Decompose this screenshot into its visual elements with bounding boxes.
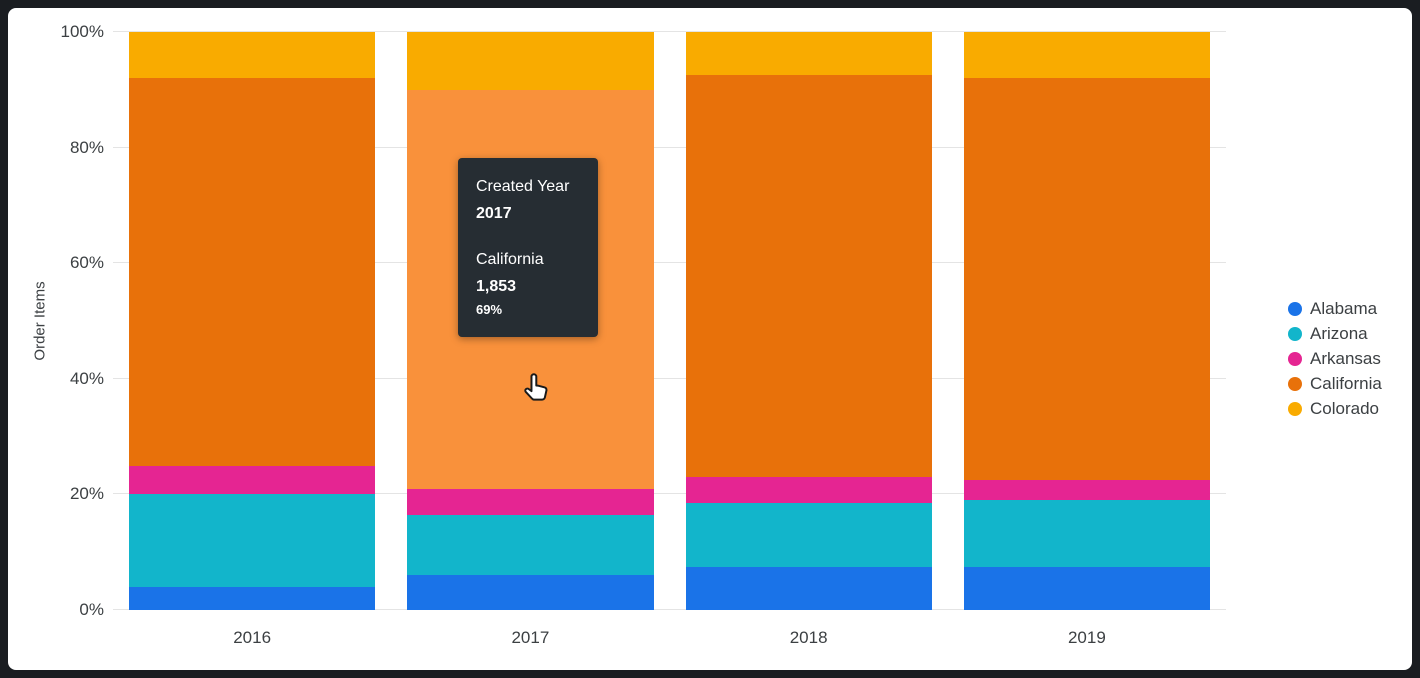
legend-item-california[interactable]: California (1288, 371, 1382, 396)
legend-swatch-icon (1288, 376, 1302, 391)
bar-segment-2019-arizona[interactable] (963, 500, 1210, 567)
y-tick-label: 20% (69, 484, 104, 504)
gridline (113, 146, 1226, 148)
legend-swatch-icon (1288, 301, 1302, 316)
tooltip: Created Year 2017 California 1,853 69% (458, 158, 598, 337)
legend-item-colorado[interactable]: Colorado (1288, 396, 1382, 421)
legend-label: California (1310, 373, 1382, 393)
bar-segment-2019-arkansas[interactable] (963, 479, 1210, 501)
bar-segment-2016-colorado[interactable] (129, 32, 376, 79)
legend-swatch-icon (1288, 401, 1302, 416)
chart-card: Order Items 0% 20% 40% 60% 80% 100% 2016 2017 2… (8, 8, 1412, 670)
gridlines (113, 31, 1226, 610)
legend-item-arkansas[interactable]: Arkansas (1288, 346, 1382, 371)
gridline (113, 262, 1226, 264)
bar-segment-2019-california[interactable] (963, 78, 1210, 480)
legend-label: Arizona (1310, 323, 1368, 343)
gridline (113, 377, 1226, 379)
bar-2016[interactable] (129, 32, 376, 610)
tooltip-dimension-value: 2017 (476, 205, 512, 222)
x-axis-label-2019: 2019 (1067, 628, 1106, 647)
bar-segment-2016-arizona[interactable] (129, 494, 376, 587)
y-axis: 0% 20% 40% 60% 80% 100% (8, 22, 104, 619)
bar-segment-2019-colorado[interactable] (963, 32, 1210, 79)
y-tick-label: 0% (79, 600, 104, 619)
legend-swatch-icon (1288, 326, 1302, 341)
plot-area (113, 31, 1226, 610)
tooltip-percent: 69% (476, 302, 503, 317)
gridline (113, 31, 1226, 32)
tooltip-dimension-label: Created Year (476, 178, 570, 195)
legend-swatch-icon (1288, 351, 1302, 366)
bar-2018[interactable] (685, 32, 932, 610)
legend-item-arizona[interactable]: Arizona (1288, 321, 1382, 346)
bar-segment-2017-arizona[interactable] (407, 514, 654, 576)
bar-segment-2019-alabama[interactable] (963, 566, 1210, 610)
legend-label: Alabama (1310, 298, 1378, 318)
cursor-pointer-icon (520, 370, 554, 408)
legend: Alabama Arizona Arkansas California Colorado (1288, 296, 1382, 421)
bars-container (113, 32, 1226, 610)
bar-segment-2018-colorado[interactable] (685, 32, 932, 76)
legend-item-alabama[interactable]: Alabama (1288, 296, 1382, 321)
x-axis-label-2018: 2018 (789, 628, 828, 647)
gridline (113, 493, 1226, 495)
legend-label: Colorado (1310, 398, 1379, 418)
x-axis: 2016 2017 2018 2019 (113, 628, 1226, 648)
y-tick-label: 80% (69, 137, 104, 157)
tooltip-spacer (476, 223, 580, 251)
bar-segment-2018-arizona[interactable] (685, 503, 932, 567)
tooltip-value: 1,853 (476, 278, 517, 295)
bar-2019[interactable] (963, 32, 1210, 610)
bar-segment-2017-alabama[interactable] (407, 575, 654, 610)
y-tick-label: 100% (60, 22, 104, 41)
x-axis-label-2017: 2017 (511, 628, 550, 647)
bar-segment-2016-arkansas[interactable] (129, 465, 376, 495)
bar-segment-2017-arkansas[interactable] (407, 488, 654, 515)
y-tick-label: 40% (69, 368, 104, 388)
legend-label: Arkansas (1310, 348, 1381, 368)
bar-segment-2016-california[interactable] (129, 78, 376, 466)
tooltip-series-label: California (476, 251, 544, 268)
bar-segment-2018-california[interactable] (685, 75, 932, 478)
bar-segment-2018-alabama[interactable] (685, 566, 932, 610)
y-tick-label: 60% (69, 253, 104, 273)
bar-segment-2017-colorado[interactable] (407, 32, 654, 90)
bar-segment-2016-alabama[interactable] (129, 586, 376, 610)
gridline (113, 609, 1226, 610)
x-axis-label-2016: 2016 (233, 628, 272, 647)
bar-segment-2018-arkansas[interactable] (685, 477, 932, 504)
